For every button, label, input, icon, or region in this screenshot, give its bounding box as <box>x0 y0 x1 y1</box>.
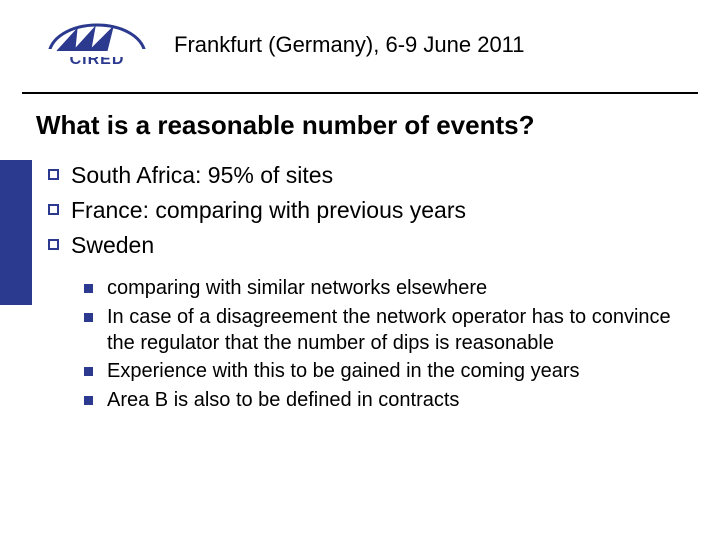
bullet-icon <box>84 396 93 405</box>
cired-logo: CIRED <box>42 19 152 71</box>
page-title: What is a reasonable number of events? <box>36 110 700 141</box>
header-divider <box>22 92 698 94</box>
content-area: South Africa: 95% of sites France: compa… <box>48 160 696 415</box>
list-item: Sweden <box>48 230 696 261</box>
sub-bullet-text: comparing with similar networks elsewher… <box>107 275 487 301</box>
bullet-icon <box>48 169 59 180</box>
header: CIRED Frankfurt (Germany), 6-9 June 2011 <box>0 0 720 90</box>
left-accent-bar <box>0 160 32 305</box>
list-item: Area B is also to be defined in contract… <box>84 387 696 413</box>
list-item: In case of a disagreement the network op… <box>84 304 696 357</box>
bullet-icon <box>48 239 59 250</box>
list-item: comparing with similar networks elsewher… <box>84 275 696 301</box>
bullet-icon <box>84 284 93 293</box>
list-item: France: comparing with previous years <box>48 195 696 226</box>
sub-list: comparing with similar networks elsewher… <box>84 275 696 413</box>
bullet-icon <box>48 204 59 215</box>
bullet-text: South Africa: 95% of sites <box>71 160 333 191</box>
list-item: South Africa: 95% of sites <box>48 160 696 191</box>
bullet-icon <box>84 367 93 376</box>
bullet-icon <box>84 313 93 322</box>
sub-bullet-text: Experience with this to be gained in the… <box>107 358 580 384</box>
logo-arc-icon <box>47 21 147 57</box>
list-item: Experience with this to be gained in the… <box>84 358 696 384</box>
bullet-text: France: comparing with previous years <box>71 195 466 226</box>
sub-bullet-text: In case of a disagreement the network op… <box>107 304 696 357</box>
bullet-text: Sweden <box>71 230 154 261</box>
sub-bullet-text: Area B is also to be defined in contract… <box>107 387 459 413</box>
header-title: Frankfurt (Germany), 6-9 June 2011 <box>174 32 525 58</box>
